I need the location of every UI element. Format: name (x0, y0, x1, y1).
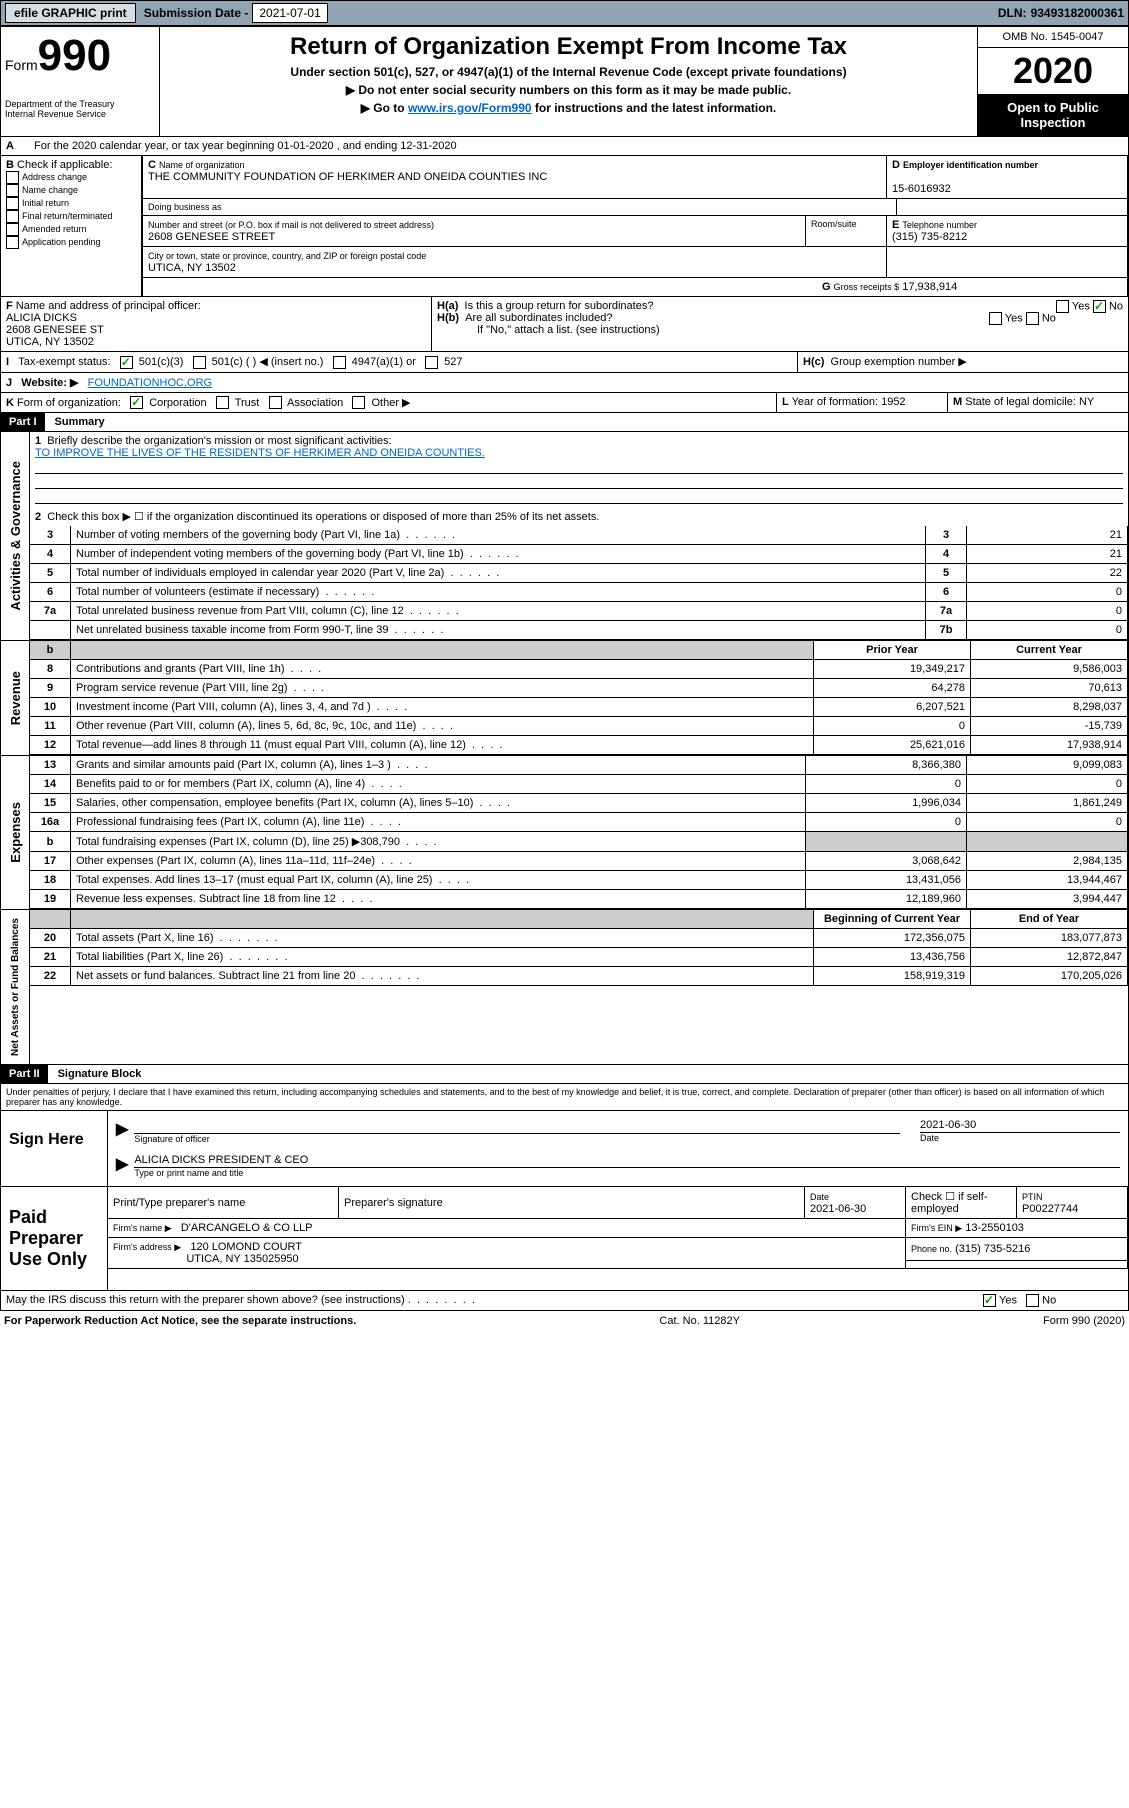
part-ii-header: Part II (1, 1065, 48, 1083)
assoc-checkbox[interactable] (269, 396, 282, 409)
ha-no-checkbox[interactable] (1093, 300, 1106, 313)
omb-number: OMB No. 1545-0047 (978, 27, 1128, 48)
revenue-table: bPrior YearCurrent Year8Contributions an… (30, 641, 1128, 755)
part-ii-subtitle: Signature Block (48, 1068, 142, 1080)
dept-treasury: Department of the Treasury Internal Reve… (5, 99, 155, 119)
subdate-label: Submission Date - (144, 6, 249, 20)
section-H: H(a) Is this a group return for subordin… (432, 297, 1128, 351)
b-checkbox[interactable] (6, 223, 19, 236)
discuss-yes-checkbox[interactable] (983, 1294, 996, 1307)
section-J: J Website: ▶ FOUNDATIONHOC.ORG (1, 373, 217, 392)
irs-link[interactable]: www.irs.gov/Form990 (408, 101, 532, 115)
ha-yes-checkbox[interactable] (1056, 300, 1069, 313)
website-link[interactable]: FOUNDATIONHOC.ORG (88, 377, 212, 389)
sign-here-block: Sign Here ▶ Signature of officer 2021-06… (0, 1111, 1129, 1187)
b-checkbox[interactable] (6, 184, 19, 197)
org-name: THE COMMUNITY FOUNDATION OF HERKIMER AND… (148, 171, 547, 183)
paid-preparer-block: Paid Preparer Use Only Print/Type prepar… (0, 1187, 1129, 1291)
hb-yes-checkbox[interactable] (989, 312, 1002, 325)
b-checkbox[interactable] (6, 171, 19, 184)
netassets-sidelabel: Net Assets or Fund Balances (1, 910, 30, 1064)
street-address: Number and street (or P.O. box if mail i… (143, 216, 806, 246)
dln-label: DLN: (998, 6, 1027, 20)
527-checkbox[interactable] (425, 356, 438, 369)
firm-name: D'ARCANGELO & CO LLP (181, 1222, 313, 1234)
trust-checkbox[interactable] (216, 396, 229, 409)
netassets-table: Beginning of Current YearEnd of Year20To… (30, 910, 1128, 986)
revenue-sidelabel: Revenue (1, 641, 30, 755)
501c-checkbox[interactable] (193, 356, 206, 369)
section-L: L Year of formation: 1952 (777, 393, 948, 413)
phone-value: (315) 735-8212 (892, 231, 967, 243)
section-F: F Name and address of principal officer:… (1, 297, 432, 351)
discuss-row: May the IRS discuss this return with the… (0, 1291, 1129, 1311)
governance-table: 3Number of voting members of the governi… (30, 526, 1128, 640)
line-A: A For the 2020 calendar year, or tax yea… (0, 137, 1129, 156)
expenses-table: 13Grants and similar amounts paid (Part … (30, 756, 1128, 909)
form-subtitle-2: ▶ Do not enter social security numbers o… (166, 83, 971, 97)
other-checkbox[interactable] (352, 396, 365, 409)
section-Hc: H(c) Group exemption number ▶ (798, 352, 1128, 372)
b-checkbox[interactable] (6, 197, 19, 210)
section-C: C Name of organization THE COMMUNITY FOU… (143, 156, 887, 198)
page-footer: For Paperwork Reduction Act Notice, see … (0, 1311, 1129, 1331)
form-title: Return of Organization Exempt From Incom… (166, 33, 971, 61)
form-subtitle-3: ▶ Go to www.irs.gov/Form990 for instruct… (166, 101, 971, 115)
governance-sidelabel: Activities & Governance (1, 432, 30, 640)
b-checkbox[interactable] (6, 236, 19, 249)
form-number: Form990 (5, 31, 155, 81)
expenses-sidelabel: Expenses (1, 756, 30, 909)
section-K: K Form of organization: Corporation Trus… (1, 393, 777, 413)
part-i-header: Part I (1, 413, 45, 431)
section-G: G Gross receipts $ 17,938,914 (817, 278, 1127, 296)
officer-name: ALICIA DICKS PRESIDENT & CEO (134, 1154, 1120, 1166)
b-checkbox[interactable] (6, 210, 19, 223)
public-inspection: Open to Public Inspection (978, 94, 1128, 136)
city-state-zip: City or town, state or province, country… (143, 247, 887, 277)
section-D: D Employer identification number 15-6016… (887, 156, 1127, 198)
subdate-value: 2021-07-01 (252, 3, 327, 23)
part-i-subtitle: Summary (45, 416, 105, 428)
efile-print-button[interactable]: efile GRAPHIC print (5, 3, 136, 23)
section-E: E Telephone number (315) 735-8212 (887, 216, 1127, 246)
form-header: Form990 Department of the Treasury Inter… (0, 26, 1129, 137)
dba-label: Doing business as (143, 199, 897, 215)
corp-checkbox[interactable] (130, 396, 143, 409)
section-B: B Check if applicable: Address changeNam… (1, 156, 142, 296)
top-toolbar: efile GRAPHIC print Submission Date - 20… (0, 0, 1129, 26)
form-subtitle-1: Under section 501(c), 527, or 4947(a)(1)… (166, 65, 971, 79)
4947-checkbox[interactable] (333, 356, 346, 369)
perjury-statement: Under penalties of perjury, I declare th… (1, 1084, 1128, 1110)
section-I: I Tax-exempt status: 501(c)(3) 501(c) ( … (1, 352, 798, 372)
room-suite: Room/suite (806, 216, 887, 246)
discuss-no-checkbox[interactable] (1026, 1294, 1039, 1307)
dln-value: 93493182000361 (1031, 6, 1124, 20)
tax-year: 2020 (978, 48, 1128, 94)
501c3-checkbox[interactable] (120, 356, 133, 369)
hb-no-checkbox[interactable] (1026, 312, 1039, 325)
section-M: M State of legal domicile: NY (948, 393, 1128, 413)
ein-value: 15-6016932 (892, 183, 951, 195)
mission-text: TO IMPROVE THE LIVES OF THE RESIDENTS OF… (35, 447, 485, 459)
